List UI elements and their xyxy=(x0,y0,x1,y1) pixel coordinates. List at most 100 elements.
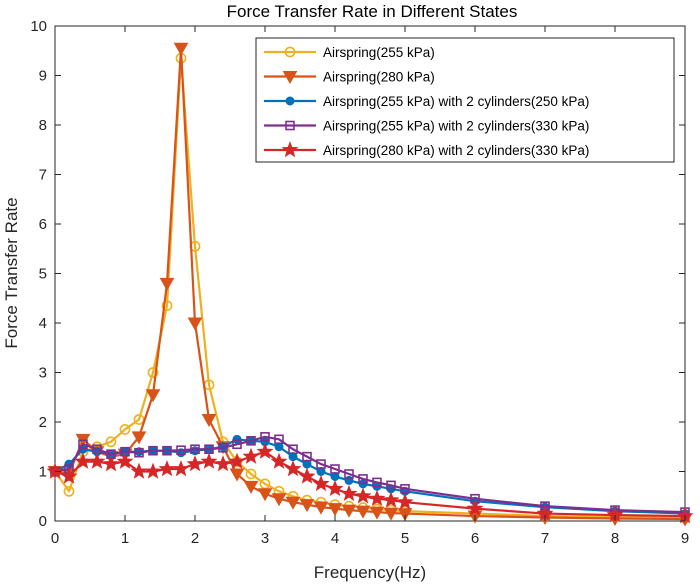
data-point xyxy=(232,434,242,444)
data-point xyxy=(341,504,357,518)
y-tick-label: 5 xyxy=(39,266,47,283)
data-point xyxy=(246,436,256,446)
data-point xyxy=(397,508,413,522)
legend-box xyxy=(255,37,675,163)
legend-item: Airspring(280 kPa) xyxy=(264,70,435,85)
data-point xyxy=(232,439,242,450)
legend-item: Airspring(255 kPa) xyxy=(264,45,435,60)
legend-marker xyxy=(281,141,299,158)
y-tick-label: 3 xyxy=(39,365,47,382)
data-point xyxy=(88,452,106,469)
data-point xyxy=(285,496,301,510)
legend-item: Airspring(255 kPa) with 2 cylinders(330 … xyxy=(264,119,589,134)
data-point xyxy=(176,445,186,456)
data-point xyxy=(148,445,158,456)
chart-title: Force Transfer Rate in Different States xyxy=(227,2,518,21)
data-point xyxy=(256,442,274,459)
data-point xyxy=(133,414,145,425)
data-point xyxy=(288,444,298,455)
data-point xyxy=(299,499,315,513)
series-5 xyxy=(46,442,694,524)
axis-ticks: 0 1 2 3 4 5 6 7 8 9 0 1 2 3 4 5 6 7 8 9 10 xyxy=(30,18,689,547)
legend-item: Airspring(280 kPa) with 2 cylinders(330 … xyxy=(264,141,589,158)
legend-label: Airspring(280 kPa) with 2 cylinders(330 … xyxy=(323,143,589,158)
data-point xyxy=(201,414,217,428)
x-tick-label: 1 xyxy=(121,530,129,547)
data-point xyxy=(386,480,396,491)
data-point xyxy=(78,439,88,450)
data-point xyxy=(382,491,400,508)
data-point xyxy=(131,431,147,445)
data-point xyxy=(158,460,176,477)
y-tick-label: 9 xyxy=(39,68,47,85)
legend-marker xyxy=(285,96,295,106)
data-point xyxy=(145,389,161,403)
data-point xyxy=(60,467,78,484)
data-point xyxy=(383,507,399,521)
data-point xyxy=(466,499,484,516)
data-point xyxy=(245,468,257,480)
data-point xyxy=(214,455,232,472)
data-point xyxy=(242,447,260,464)
data-point xyxy=(243,480,259,494)
legend-marker xyxy=(285,120,295,131)
y-tick-label: 7 xyxy=(39,167,47,184)
data-point xyxy=(190,444,200,455)
y-tick-label: 1 xyxy=(39,464,47,481)
data-point xyxy=(312,474,330,492)
data-point xyxy=(274,434,284,445)
data-point xyxy=(102,455,120,472)
data-point xyxy=(330,464,340,474)
data-point xyxy=(298,467,316,484)
chart-marks xyxy=(46,42,694,527)
legend-label: Airspring(255 kPa) with 2 cylinders(250 … xyxy=(323,94,589,109)
data-point xyxy=(200,452,218,469)
data-point xyxy=(313,501,329,515)
data-point xyxy=(284,460,302,477)
data-point xyxy=(327,503,343,517)
data-point xyxy=(302,451,312,462)
x-tick-label: 2 xyxy=(191,530,199,547)
legend-label: Airspring(255 kPa) with 2 cylinders(330 … xyxy=(323,119,589,134)
data-point xyxy=(186,455,204,472)
data-point xyxy=(260,432,270,442)
legend-marker xyxy=(284,46,296,58)
x-tick-label: 4 xyxy=(331,530,339,547)
x-tick-label: 3 xyxy=(261,530,269,547)
data-point xyxy=(257,488,273,502)
data-point xyxy=(344,469,354,479)
data-point xyxy=(159,277,175,291)
x-tick-label: 8 xyxy=(611,530,619,547)
data-point xyxy=(340,484,358,501)
legend-label: Airspring(255 kPa) xyxy=(323,45,435,60)
data-point xyxy=(316,459,326,469)
data-point xyxy=(326,479,344,497)
data-point xyxy=(358,474,368,484)
data-point xyxy=(372,477,382,488)
data-point xyxy=(46,462,64,479)
y-tick-label: 10 xyxy=(30,18,47,35)
data-point xyxy=(161,300,173,312)
data-point xyxy=(74,452,92,469)
y-axis-label: Force Transfer Rate xyxy=(2,197,21,348)
data-point xyxy=(116,452,134,469)
data-point xyxy=(144,462,162,479)
x-axis-label: Frequency(Hz) xyxy=(314,563,426,582)
data-point xyxy=(355,505,371,519)
data-point xyxy=(218,442,228,453)
data-point xyxy=(187,317,203,331)
y-tick-label: 0 xyxy=(39,513,47,530)
data-point xyxy=(229,468,245,482)
data-point xyxy=(147,367,159,378)
y-tick-label: 6 xyxy=(39,216,47,233)
y-tick-label: 2 xyxy=(39,414,47,431)
data-point xyxy=(63,485,75,497)
legend-marker xyxy=(282,71,298,85)
data-point xyxy=(162,445,172,456)
x-tick-label: 6 xyxy=(471,530,479,547)
x-tick-label: 7 xyxy=(541,530,549,547)
x-tick-label: 9 xyxy=(681,530,689,547)
data-point xyxy=(105,436,117,448)
data-point xyxy=(271,493,287,507)
